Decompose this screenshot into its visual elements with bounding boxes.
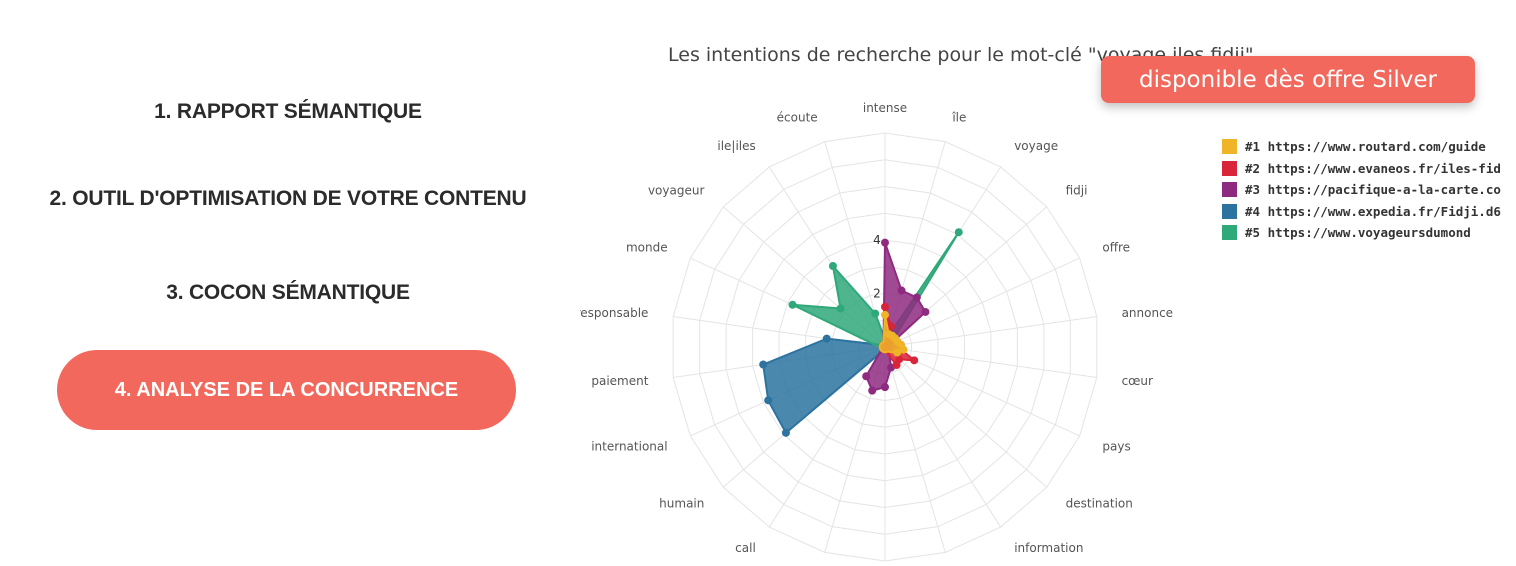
data-point	[912, 293, 921, 302]
data-point	[862, 372, 871, 381]
axis-label: ile|iles	[717, 139, 755, 153]
legend-label: #4 https://www.expedia.fr/Fidji.d6	[1245, 203, 1501, 219]
axis-label: humain	[659, 497, 704, 511]
legend-swatch	[1222, 182, 1237, 198]
axis-label: offre	[1102, 241, 1130, 255]
data-point	[893, 348, 902, 357]
axis-label: destination	[1066, 497, 1133, 511]
axis-label: voyageur	[648, 183, 705, 197]
data-point	[954, 228, 963, 237]
analyse-concurrence-button[interactable]: 4. ANALYSE DE LA CONCURRENCE	[57, 350, 516, 430]
axis-label: fidji	[1066, 183, 1088, 197]
data-point	[881, 302, 889, 311]
legend-label: #3 https://pacifique-a-la-carte.co	[1245, 182, 1501, 198]
legend-swatch	[1222, 139, 1237, 155]
legend-label: #5 https://www.voyageursdumond	[1245, 225, 1471, 241]
radial-tick-label: 4	[873, 233, 881, 247]
data-point	[822, 334, 831, 343]
data-point	[781, 428, 790, 437]
legend-item-5: #5 https://www.voyageursdumond	[1222, 222, 1516, 244]
grid-spoke	[884, 316, 1097, 348]
data-point	[881, 310, 889, 319]
data-point	[881, 383, 889, 392]
data-point	[897, 286, 906, 295]
radar-chart: intense île voyage fidji offre annonce cœur pay…	[580, 101, 1174, 562]
axis-label: intense	[863, 101, 907, 115]
data-point	[868, 386, 877, 395]
data-point	[892, 361, 901, 370]
data-point	[759, 360, 768, 369]
axis-label: cœur	[1122, 374, 1153, 388]
data-point	[910, 356, 919, 365]
data-point	[899, 345, 908, 354]
grid-spoke	[884, 346, 1048, 488]
legend-item-2: #2 https://www.evaneos.fr/iles-fid	[1222, 158, 1516, 180]
legend-swatch	[1222, 225, 1237, 241]
legend-swatch	[1222, 160, 1237, 176]
silver-offer-badge: disponible dès offre Silver	[1101, 56, 1475, 103]
menu-item-cocon-semantique[interactable]: 3. COCON SÉMANTIQUE	[166, 281, 410, 304]
legend-label: #2 https://www.evaneos.fr/iles-fid	[1245, 160, 1501, 176]
data-point	[788, 300, 797, 309]
radar-series	[759, 228, 963, 437]
legend-label: #1 https://www.routard.com/guide	[1245, 139, 1486, 155]
axis-label: monde	[626, 241, 668, 255]
grid-spoke	[884, 346, 1002, 528]
radar-axis-labels: intense île voyage fidji offre annonce cœur pay…	[580, 101, 1174, 555]
axis-label: responsable	[580, 306, 648, 320]
axis-label: écoute	[777, 111, 818, 125]
data-point	[828, 261, 837, 270]
menu-item-rapport-semantique[interactable]: 1. RAPPORT SÉMANTIQUE	[154, 100, 422, 123]
legend-item-4: #4 https://www.expedia.fr/Fidji.d6	[1222, 201, 1516, 223]
data-point	[764, 396, 773, 405]
legend-swatch	[1222, 203, 1237, 219]
legend-item-3: #3 https://pacifique-a-la-carte.co	[1222, 179, 1516, 201]
menu-item-outil-optimisation[interactable]: 2. OUTIL D'OPTIMISATION DE VOTRE CONTENU	[49, 187, 527, 210]
data-point	[871, 309, 880, 318]
axis-label: annonce	[1122, 306, 1174, 320]
data-point	[881, 238, 889, 247]
axis-label: call	[735, 541, 756, 555]
axis-label: pays	[1102, 439, 1130, 453]
axis-label: information	[1014, 541, 1083, 555]
grid-spoke	[884, 257, 1080, 348]
axis-label: paiement	[591, 374, 648, 388]
data-point	[921, 307, 930, 316]
grid-spoke	[884, 346, 1097, 378]
axis-label: international	[591, 439, 667, 453]
axis-label: voyage	[1014, 139, 1058, 153]
data-point	[836, 304, 845, 313]
axis-label: île	[951, 111, 966, 125]
legend-item-1: #1 https://www.routard.com/guide	[1222, 136, 1516, 158]
radar-tick-labels: 24	[873, 233, 881, 301]
chart-legend: #1 https://www.routard.com/guide #2 https…	[1222, 136, 1516, 244]
grid-spoke	[884, 346, 946, 553]
radial-tick-label: 2	[873, 287, 881, 301]
